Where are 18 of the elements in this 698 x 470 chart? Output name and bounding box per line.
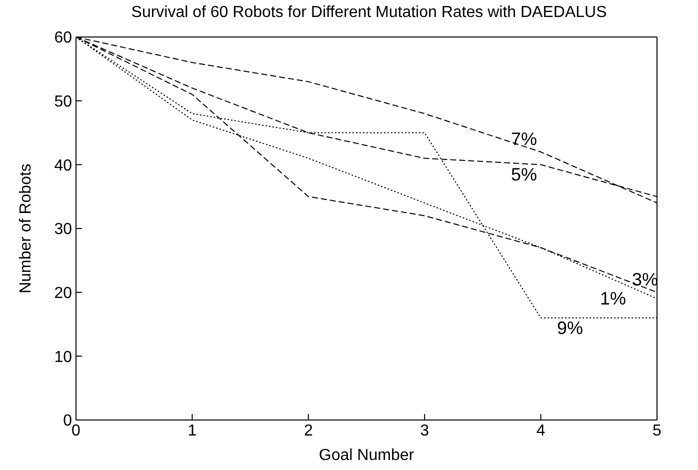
y-tick-label: 50 <box>54 94 72 111</box>
series-label: 1% <box>600 288 626 309</box>
series-label: 9% <box>556 318 584 338</box>
series-label: 5% <box>510 164 538 185</box>
y-tick-label: 30 <box>54 221 72 238</box>
y-axis-title: Number of Robots <box>18 164 35 294</box>
x-tick-label: 4 <box>536 422 546 440</box>
x-tick-label: 1 <box>188 422 197 440</box>
y-tick-label: 60 <box>54 30 72 47</box>
x-tick-label: 3 <box>420 422 430 440</box>
y-tick-label: 10 <box>54 348 72 366</box>
series-label: 7% <box>510 128 538 149</box>
y-tick-label: 40 <box>54 157 72 174</box>
y-tick-label: 20 <box>54 285 72 302</box>
x-tick-label: 2 <box>304 422 313 440</box>
x-tick-label: 5 <box>652 422 662 440</box>
chart-title: Survival of 60 Robots for Different Mutation Rates with DAEDALUS <box>130 3 608 23</box>
x-axis-title: Goal Number <box>318 447 415 464</box>
